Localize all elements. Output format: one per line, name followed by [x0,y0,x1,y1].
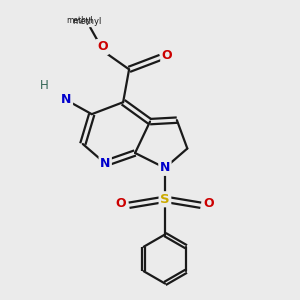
Text: O: O [97,40,107,53]
Text: H: H [40,79,48,92]
Text: methyl: methyl [67,16,93,25]
Text: O: O [204,197,214,210]
Text: S: S [160,193,170,206]
Text: N: N [100,157,110,170]
Text: O: O [116,197,126,210]
Text: N: N [160,161,170,174]
Text: methyl: methyl [73,17,102,26]
Text: O: O [162,50,172,62]
Text: N: N [61,93,72,106]
